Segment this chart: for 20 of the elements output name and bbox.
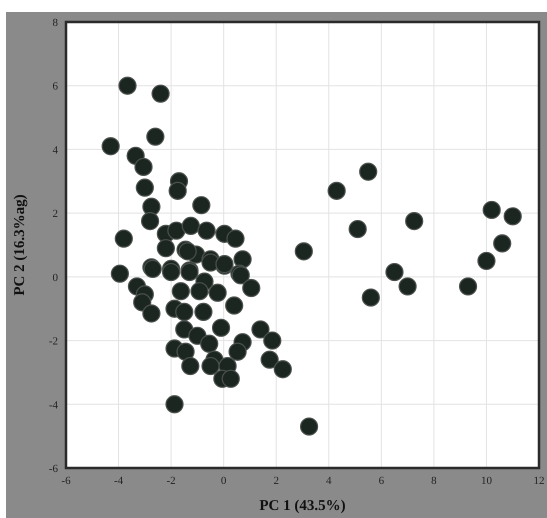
y-tick-label: 6	[52, 80, 58, 93]
y-tick-label: -2	[48, 336, 58, 348]
y-tick-label: -6	[48, 463, 58, 475]
y-axis-title: PC 2 (16.3%ag)	[12, 194, 28, 296]
y-tick-label: 0	[52, 272, 58, 284]
x-tick-label: 10	[480, 475, 492, 487]
x-tick-label: 2	[273, 475, 279, 487]
x-tick-label: 8	[431, 475, 438, 487]
x-tick-label: -4	[114, 475, 124, 487]
x-tick-label: -2	[166, 475, 176, 487]
y-tick-label: -4	[48, 399, 58, 412]
x-tick-label: 12	[534, 475, 544, 487]
x-tick-label: 6	[378, 475, 385, 487]
x-tick-label: 4	[326, 475, 332, 487]
x-tick-label: 0	[220, 475, 227, 487]
x-tick-label: -6	[61, 475, 72, 487]
x-axis-title: PC 1 (43.5%)	[259, 498, 346, 514]
y-tick-label: 2	[52, 208, 58, 220]
y-tick-label: 8	[52, 17, 58, 29]
y-tick-label: 4	[52, 144, 58, 156]
